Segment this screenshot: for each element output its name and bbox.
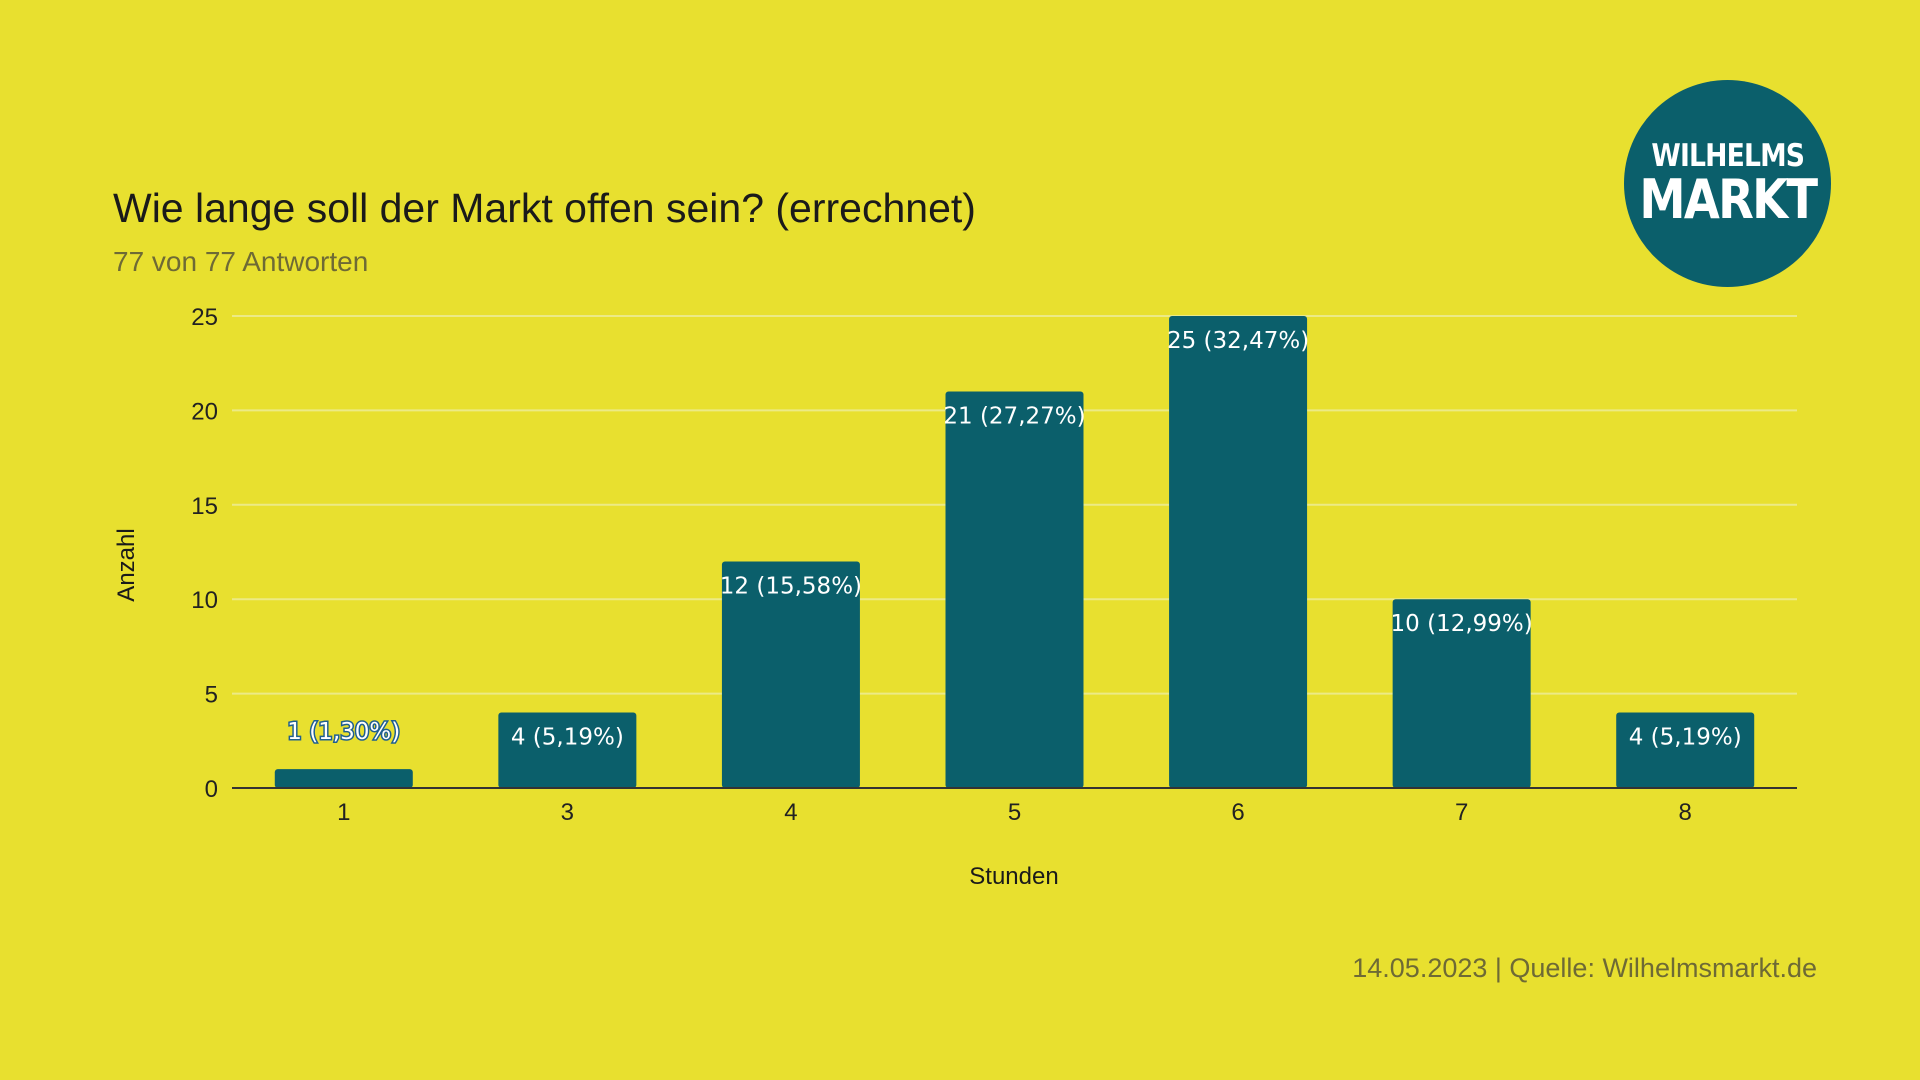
bar — [945, 391, 1084, 788]
bar — [1616, 712, 1755, 788]
data-label: 1 (1,30%) — [287, 719, 400, 745]
x-tick-label: 3 — [561, 799, 574, 826]
x-tick-label: 8 — [1679, 799, 1692, 826]
data-label: 4 (5,19%) — [511, 724, 624, 750]
footer-source: 14.05.2023 | Quelle: Wilhelmsmarkt.de — [1352, 953, 1817, 983]
bar — [274, 769, 413, 788]
chart-subtitle: 77 von 77 Antworten — [113, 246, 369, 277]
data-label: 4 (5,19%) — [1629, 724, 1742, 750]
y-tick-labels: 0 5 10 15 20 25 — [191, 304, 218, 803]
bar — [1392, 599, 1531, 788]
wilhelmsmarkt-logo: WILHELMS MARKT — [1624, 80, 1831, 287]
data-label: 25 (32,47%) — [1167, 328, 1309, 354]
data-label: 12 (15,58%) — [720, 573, 862, 599]
x-tick-label: 5 — [1008, 799, 1021, 826]
data-labels: 1 (1,30%) 4 (5,19%) 12 (15,58%) 21 (27,27%)… — [286, 328, 1742, 750]
bars — [274, 316, 1755, 788]
logo-line-1: WILHELMS — [1651, 137, 1805, 174]
bar — [721, 561, 860, 788]
x-tick-label: 4 — [784, 799, 797, 826]
y-tick-label: 10 — [191, 587, 218, 614]
y-tick-label: 5 — [205, 682, 218, 709]
x-axis-label: Stunden — [969, 863, 1058, 890]
y-tick-label: 20 — [191, 398, 218, 425]
y-tick-label: 0 — [205, 776, 218, 803]
x-tick-labels: 1 3 4 5 6 7 8 — [337, 799, 1692, 826]
x-tick-label: 1 — [337, 799, 350, 826]
data-label: 21 (27,27%) — [943, 404, 1085, 430]
y-tick-label: 25 — [191, 304, 218, 331]
chart-title: Wie lange soll der Markt offen sein? (er… — [113, 185, 976, 231]
data-label: 10 (12,99%) — [1391, 611, 1533, 637]
bar — [1169, 316, 1308, 788]
y-axis-label: Anzahl — [113, 528, 140, 601]
bar — [498, 712, 637, 788]
x-tick-label: 7 — [1455, 799, 1468, 826]
y-tick-label: 15 — [191, 493, 218, 520]
logo-line-2: MARKT — [1638, 167, 1818, 231]
x-tick-label: 6 — [1231, 799, 1244, 826]
